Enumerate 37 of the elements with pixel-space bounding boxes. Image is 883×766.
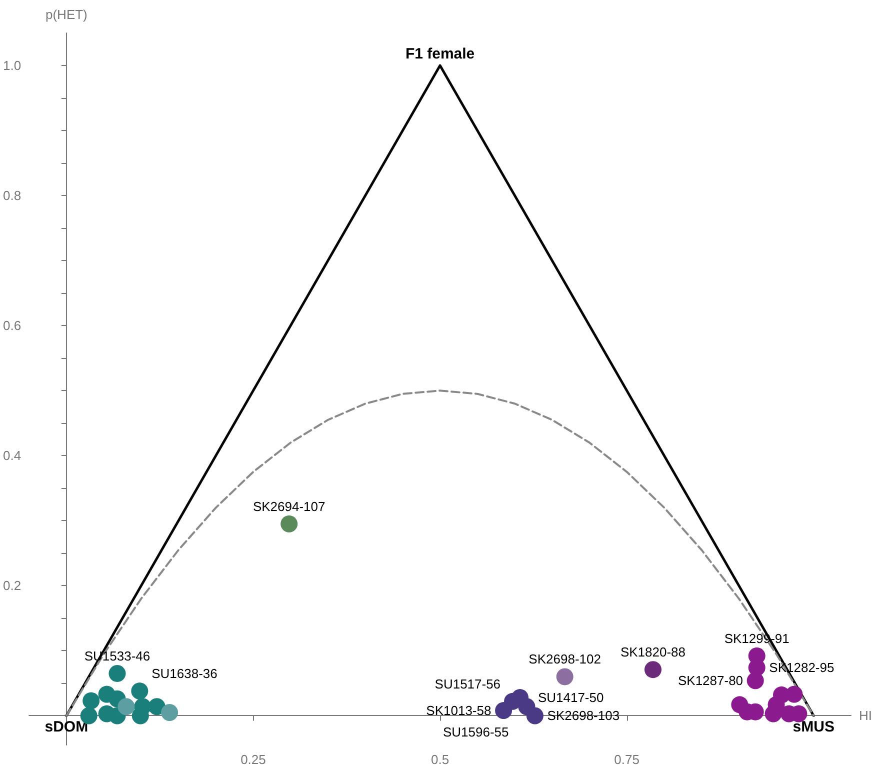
data-label: SK2694-107 [252,498,326,514]
point [786,686,803,703]
data-label: SK2698-102 [528,652,601,667]
y-tick-label: 1.0 [2,58,22,74]
y-tick-label: 0.6 [2,318,22,334]
data-label: SU1417-50 [538,690,604,706]
point [280,515,298,532]
y-tick-label: 0.4 [2,448,22,464]
x-tick-label: 0.5 [430,752,450,766]
point [82,692,100,710]
data-label: SU1596-55 [442,724,509,740]
data-label: SK2698-103 [547,708,620,724]
data-label: SK1013-58 [426,703,492,718]
x-axis-title: HI [859,708,872,724]
point [764,705,782,722]
y-tick-label: 0.8 [2,188,22,204]
point [132,707,149,724]
point [746,672,764,690]
data-label: F1 female [405,46,475,63]
data-label: SU1638-36 [152,666,218,682]
data-label: sMUS [792,718,834,736]
data-label: sDOM [44,718,88,736]
point [148,698,166,716]
x-tick-label: 0.75 [614,752,640,766]
data-label: SK1820-88 [620,644,686,660]
point [556,668,574,686]
y-tick-label: 0.2 [2,578,22,594]
data-label: SU1517-56 [434,676,501,692]
point [644,661,662,678]
data-label: SK1287-80 [678,673,744,688]
y-axis-title: p(HET) [45,7,88,22]
point [131,682,148,700]
x-tick-label: 0.25 [240,752,266,766]
point [161,704,178,721]
point [108,664,126,682]
point [526,707,544,724]
point [118,698,135,716]
